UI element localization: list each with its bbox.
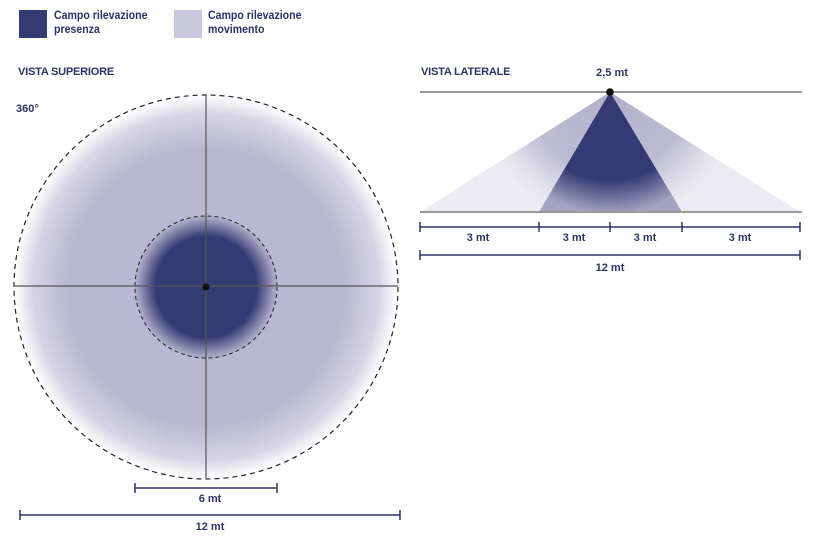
- inner-detection-boundary: [134, 215, 278, 359]
- sensor-point-top: [202, 283, 210, 291]
- angle-label: 360°: [16, 103, 39, 115]
- side-view: 2,5 mt 3 mt 3 mt 3 mt 3 mt 12 mt: [419, 67, 802, 274]
- side-presence-area: [539, 92, 682, 212]
- legend-movement-line1: Campo rilevazione: [208, 10, 302, 22]
- legend-presence-swatch: [19, 10, 47, 38]
- legend-presence-label: Campo rilevazione presenza: [54, 9, 147, 37]
- outer-dimension-label: 12 mt: [196, 521, 225, 533]
- legend-movement-label: Campo rilevazione movimento: [208, 9, 301, 37]
- segment-label-4: 3 mt: [729, 232, 752, 244]
- segment-label-1: 3 mt: [467, 232, 490, 244]
- top-view-title: VISTA SUPERIORE: [18, 66, 115, 78]
- legend-movement-swatch: [174, 10, 202, 38]
- segment-label-2: 3 mt: [563, 232, 586, 244]
- segment-label-3: 3 mt: [634, 232, 657, 244]
- segment-dimensions: 3 mt 3 mt 3 mt 3 mt: [419, 222, 801, 244]
- side-total-dimension: 12 mt: [419, 250, 801, 274]
- top-view: 360° 6 mt 12 mt: [13, 94, 401, 533]
- side-view-title: VISTA LATERALE: [421, 66, 511, 78]
- height-label: 2,5 mt: [596, 67, 628, 79]
- outer-dimension: 12 mt: [19, 510, 401, 533]
- inner-dimension-label: 6 mt: [199, 493, 222, 505]
- legend-movement-line2: movimento: [208, 24, 265, 36]
- legend-presence-line2: presenza: [54, 24, 100, 36]
- side-total-label: 12 mt: [596, 262, 625, 274]
- legend-presence-line1: Campo rilevazione: [54, 10, 148, 22]
- sensor-point-side: [606, 88, 614, 96]
- inner-dimension: 6 mt: [134, 483, 278, 505]
